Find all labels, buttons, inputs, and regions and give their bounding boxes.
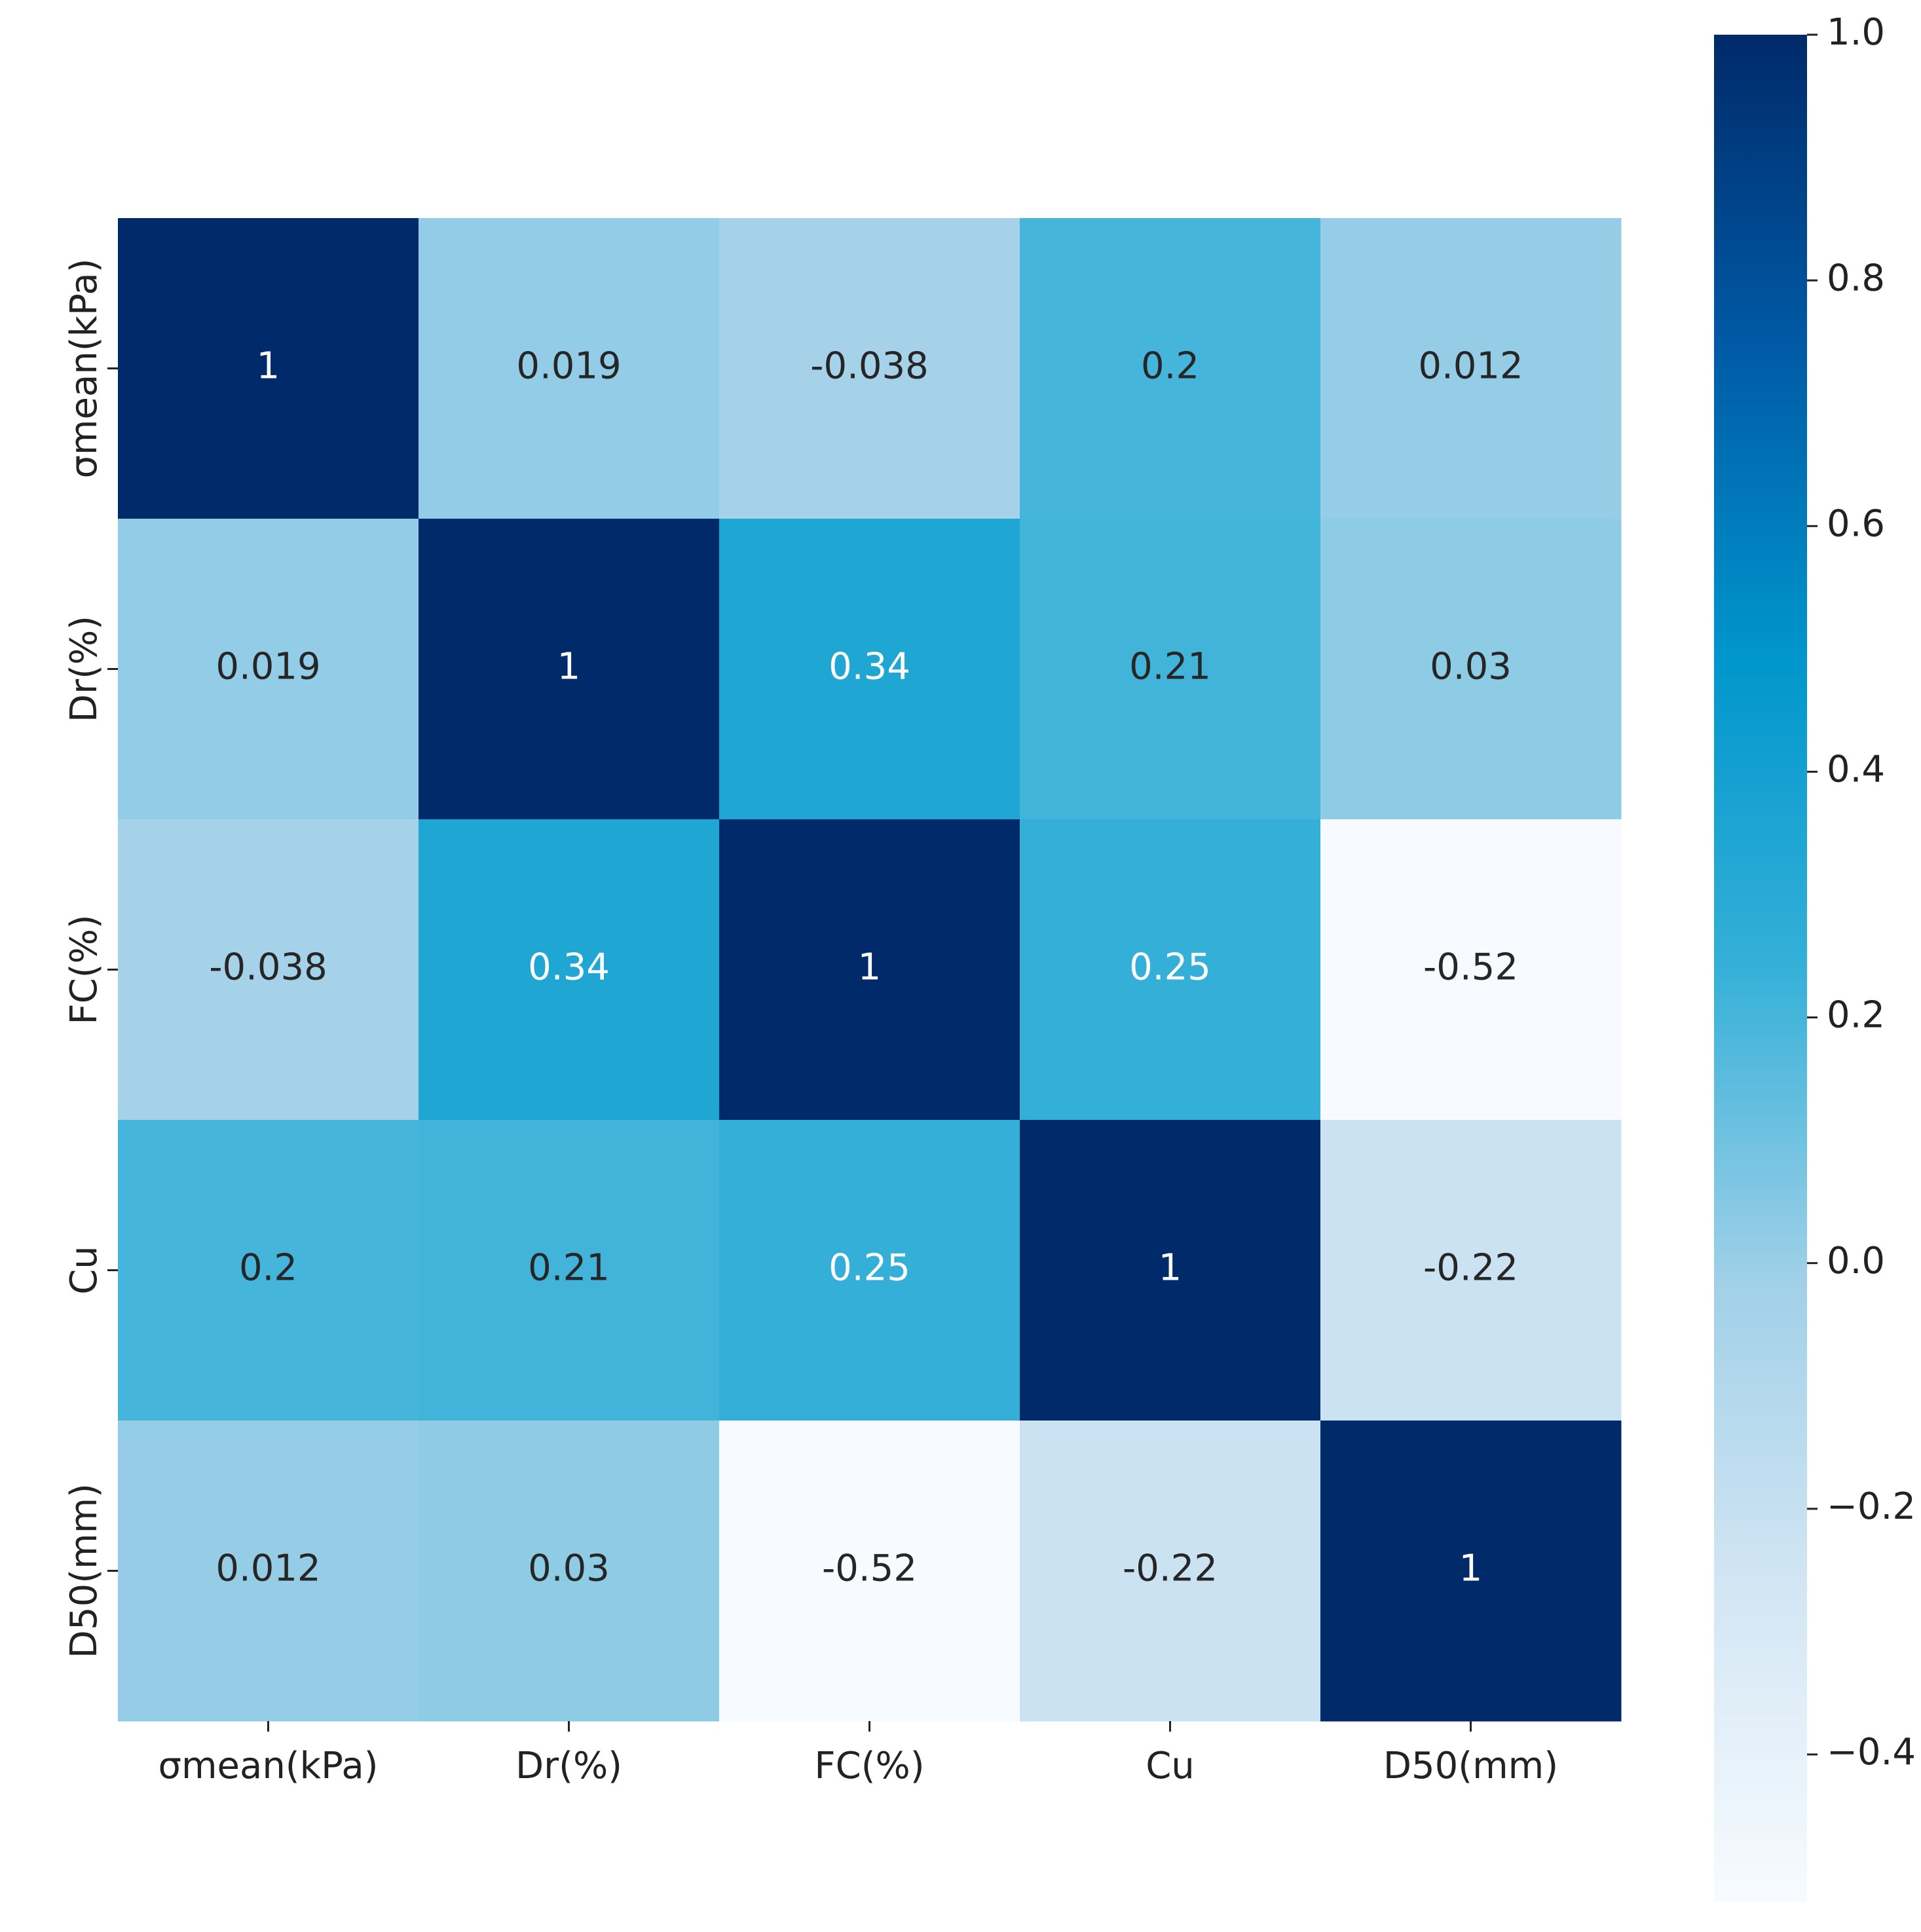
cell-label: 0.012 — [215, 1548, 320, 1590]
colorbar-tick-label: 0.0 — [1827, 1240, 1885, 1282]
x-tick-label: FC(%) — [814, 1745, 924, 1787]
colorbar-tick-label: 0.2 — [1827, 994, 1885, 1037]
y-tick-label: σmean(kPa) — [63, 259, 105, 479]
x-tick-label: Cu — [1146, 1745, 1195, 1787]
heatmap-cell — [1320, 519, 1622, 820]
colorbar-tick-label: 0.4 — [1827, 749, 1885, 791]
colorbar-tick-label: 1.0 — [1827, 11, 1885, 54]
colorbar-tick-label: 0.8 — [1827, 257, 1885, 299]
heatmap-cell — [1020, 519, 1321, 820]
heatmap-cell — [419, 218, 720, 519]
cell-label: 0.03 — [1430, 646, 1512, 688]
cell-label: -0.52 — [822, 1548, 917, 1590]
cell-label: 0.21 — [528, 1247, 610, 1290]
heatmap-cell — [1320, 819, 1622, 1121]
y-tick-label: Cu — [63, 1246, 105, 1295]
cell-label: 1 — [858, 946, 882, 989]
heatmap-cell — [1320, 218, 1622, 519]
heatmap-cell — [419, 819, 720, 1121]
x-tick-label: σmean(kPa) — [159, 1745, 379, 1787]
cell-label: 0.25 — [829, 1247, 910, 1290]
heatmap-cell — [118, 1421, 419, 1722]
cell-label: -0.22 — [1423, 1247, 1518, 1290]
heatmap-cell — [419, 1421, 720, 1722]
heatmap-cell — [719, 819, 1020, 1121]
heatmap-cell — [719, 1421, 1020, 1722]
cell-label: 0.34 — [528, 946, 610, 989]
cell-label: -0.038 — [209, 946, 327, 989]
heatmap-cell — [1320, 1120, 1622, 1421]
cell-label: 0.019 — [516, 345, 621, 388]
cell-label: 1 — [257, 345, 280, 388]
cell-label: 0.34 — [829, 646, 910, 688]
heatmap-cell — [1320, 1421, 1622, 1722]
cell-label: 0.21 — [1129, 646, 1211, 688]
cell-label: 0.019 — [215, 646, 320, 688]
cell-label: 1 — [557, 646, 581, 688]
heatmap-cell — [719, 218, 1020, 519]
cell-label: -0.22 — [1123, 1548, 1218, 1590]
heatmap-cell — [1020, 218, 1321, 519]
cell-label: 0.25 — [1129, 946, 1211, 989]
y-tick-label: FC(%) — [63, 914, 105, 1024]
heatmap-cell — [719, 519, 1020, 820]
y-tick-label: D50(mm) — [63, 1483, 105, 1658]
x-tick-label: D50(mm) — [1383, 1745, 1558, 1787]
cell-label: -0.52 — [1423, 946, 1518, 989]
heatmap-cell — [118, 819, 419, 1121]
colorbar — [1714, 35, 1807, 1902]
cell-label: 1 — [1159, 1247, 1182, 1290]
heatmap-cell — [1020, 1421, 1321, 1722]
heatmap-cell — [118, 218, 419, 519]
colorbar-tick-label: 0.6 — [1827, 502, 1885, 545]
heatmap-cell — [1020, 819, 1321, 1121]
cell-label: 0.2 — [239, 1247, 297, 1290]
cell-label: 0.03 — [528, 1548, 610, 1590]
heatmap-cell — [118, 1120, 419, 1421]
heatmap-cell — [419, 1120, 720, 1421]
y-tick-label: Dr(%) — [63, 616, 105, 722]
colorbar-tick-label: −0.2 — [1827, 1485, 1916, 1528]
cell-label: -0.038 — [810, 345, 929, 388]
heatmap-cell — [419, 519, 720, 820]
heatmap-cell — [1020, 1120, 1321, 1421]
colorbar-tick-label: −0.4 — [1827, 1731, 1916, 1774]
x-tick-label: Dr(%) — [515, 1745, 622, 1787]
heatmap-cell — [719, 1120, 1020, 1421]
heatmap-cell — [118, 519, 419, 820]
cell-label: 1 — [1459, 1548, 1483, 1590]
cell-label: 0.2 — [1141, 345, 1199, 388]
cell-label: 0.012 — [1418, 345, 1523, 388]
